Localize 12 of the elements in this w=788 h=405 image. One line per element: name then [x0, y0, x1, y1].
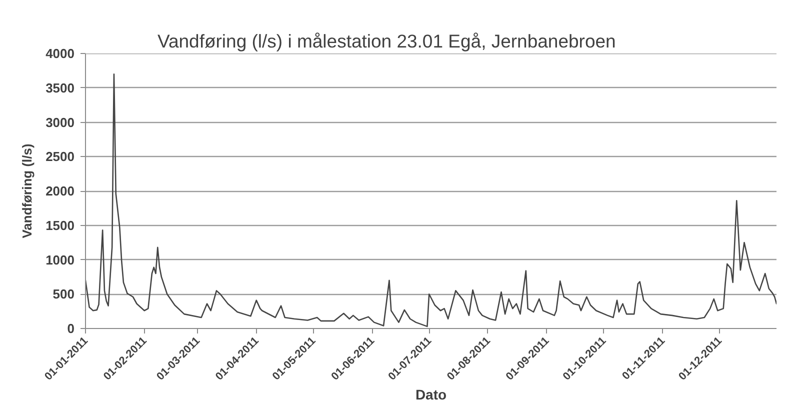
y-tick-label: 3500 — [46, 80, 74, 96]
y-tick-label: 500 — [52, 286, 75, 302]
y-tick-label: 1500 — [46, 218, 74, 233]
y-tick-label: 4000 — [46, 46, 74, 61]
y-tick-label: 3000 — [46, 114, 74, 130]
chart-title: Vandføring (l/s) i målestation 23.01 Egå, Jernbanebroen — [158, 30, 616, 52]
y-tick-label: 2000 — [46, 184, 74, 198]
y-tick-label: 1000 — [46, 252, 74, 268]
y-axis-title: Vandføring (l/s) — [20, 144, 35, 238]
y-tick-label: 2500 — [46, 149, 74, 164]
y-tick-label: 0 — [67, 321, 75, 336]
x-axis-title: Dato — [415, 386, 447, 403]
